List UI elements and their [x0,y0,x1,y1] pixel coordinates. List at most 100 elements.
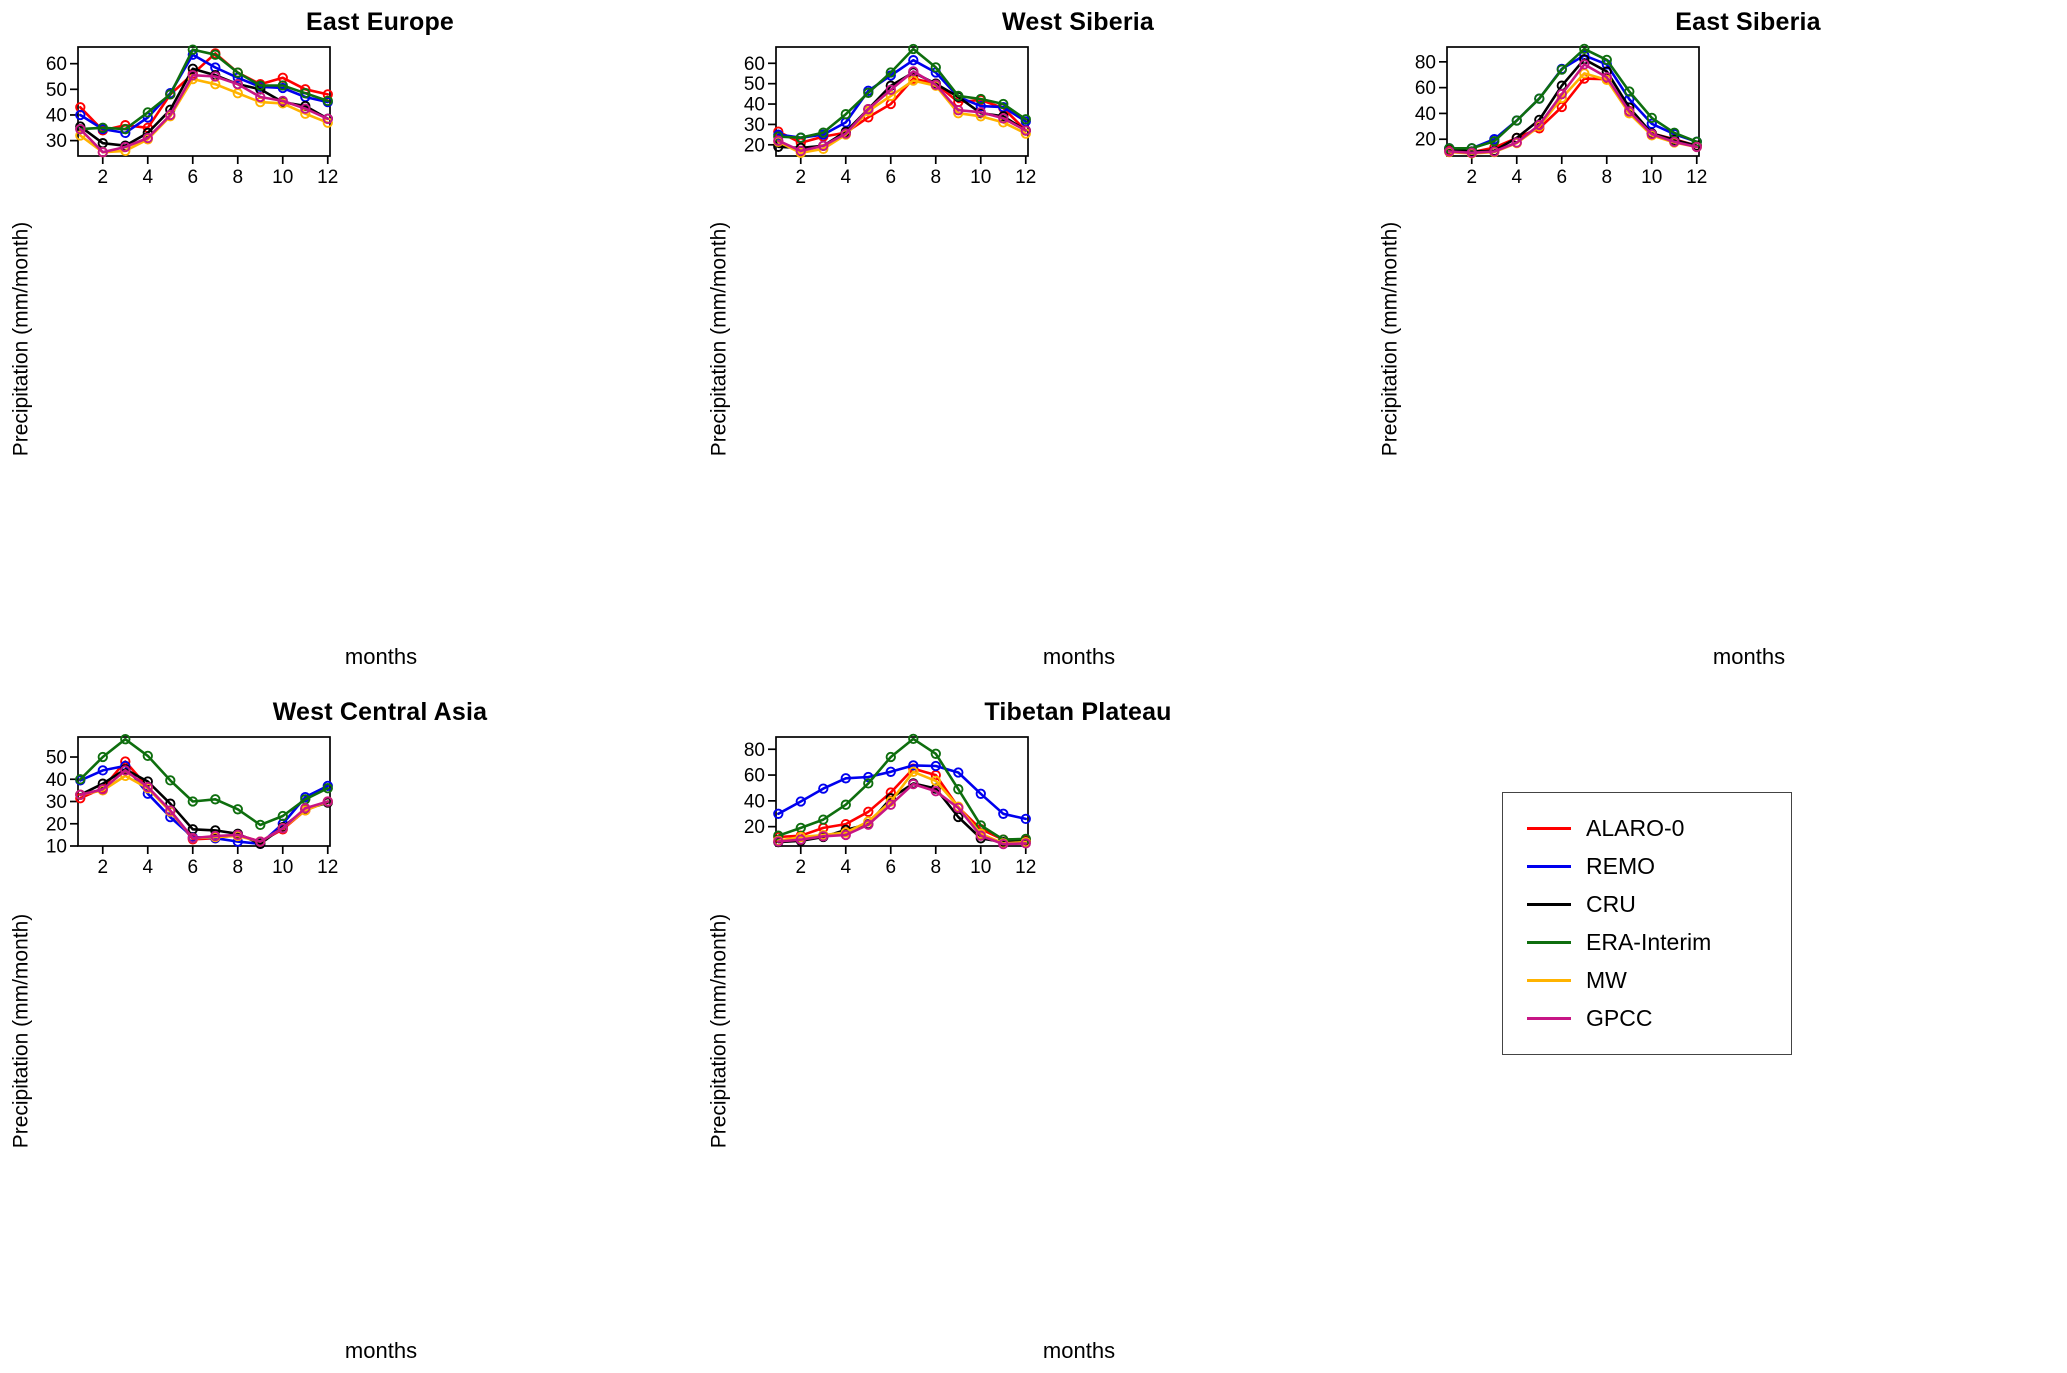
y-axis-label: Precipitation (mm/month) [707,913,731,1149]
svg-text:50: 50 [46,80,67,101]
svg-text:20: 20 [46,814,67,835]
svg-text:30: 30 [46,131,67,152]
svg-text:30: 30 [46,792,67,813]
chart-panel-west-central-asia: West Central Asia Precipitation (mm/mont… [4,694,696,1366]
svg-text:10: 10 [272,167,293,188]
svg-text:40: 40 [46,770,67,791]
legend-line-cru [1527,903,1571,906]
svg-text:10: 10 [272,857,293,878]
svg-text:2: 2 [795,167,806,188]
svg-text:8: 8 [232,167,243,188]
svg-text:50: 50 [46,748,67,769]
chart-panel-tibetan-plateau: Tibetan Plateau Precipitation (mm/month)… [702,694,1394,1366]
y-axis-label-wrap: Precipitation (mm/month) [1373,40,1407,638]
svg-text:6: 6 [885,167,896,188]
legend-line-remo [1527,865,1571,868]
svg-text:6: 6 [1556,167,1567,188]
svg-text:12: 12 [1686,167,1707,188]
svg-text:8: 8 [232,857,243,878]
legend-label: ALARO-0 [1586,815,1685,841]
y-axis-label: Precipitation (mm/month) [9,913,33,1149]
svg-text:60: 60 [744,766,765,787]
legend-line-alaro0 [1527,827,1571,830]
y-axis-label: Precipitation (mm/month) [707,221,731,457]
svg-text:12: 12 [317,857,338,878]
svg-text:60: 60 [1415,78,1436,99]
legend-label: GPCC [1586,1005,1653,1031]
svg-text:2: 2 [97,857,108,878]
svg-text:2: 2 [1466,167,1477,188]
chart-panel-east-siberia: East Siberia Precipitation (mm/month) 2 4… [1373,4,2063,672]
y-axis-label-wrap: Precipitation (mm/month) [4,730,38,1332]
svg-text:4: 4 [142,167,153,188]
svg-text:12: 12 [1015,167,1036,188]
svg-text:12: 12 [317,167,338,188]
legend-line-mw [1527,979,1571,982]
y-axis-label-wrap: Precipitation (mm/month) [4,40,38,638]
svg-text:2: 2 [97,167,108,188]
legend-label: ERA-Interim [1586,929,1712,955]
chart-title-tibetan-plateau: Tibetan Plateau [984,698,1172,726]
x-axis-label: months [344,1338,418,1363]
chart-title-east-siberia: East Siberia [1675,8,1821,36]
svg-text:6: 6 [885,857,896,878]
legend: ALARO-0 REMO CRU ERA-Interim MW GPCC [1502,792,1792,1055]
svg-text:10: 10 [970,167,991,188]
legend-line-gpcc [1527,1017,1571,1020]
plot-area-east-siberia: 2 4 6 8 10 12 20 40 60 80 [1415,43,1707,188]
chart-panel-west-siberia: West Siberia Precipitation (mm/month) 2 4… [702,4,1394,672]
legend-label: REMO [1586,853,1655,879]
svg-text:30: 30 [744,115,765,136]
svg-text:4: 4 [142,857,153,878]
legend-item: ALARO-0 [1527,815,1767,842]
legend-item: GPCC [1527,1005,1767,1032]
svg-text:50: 50 [744,74,765,95]
x-axis-label: months [1042,1338,1116,1363]
svg-text:10: 10 [970,857,991,878]
chart-title-west-siberia: West Siberia [1002,8,1154,36]
legend-item: REMO [1527,853,1767,880]
legend-item: CRU [1527,891,1767,918]
svg-text:10: 10 [1641,167,1662,188]
legend-line-era-interim [1527,941,1571,944]
svg-text:80: 80 [744,740,765,761]
svg-text:4: 4 [840,857,851,878]
svg-text:40: 40 [1415,104,1436,125]
chart-title-west-central-asia: West Central Asia [272,698,488,726]
svg-text:8: 8 [930,167,941,188]
x-axis-label: months [1712,644,1786,669]
plot-area-east-europe: 2 4 6 8 10 12 30 40 50 60 [46,44,338,188]
y-axis-label: Precipitation (mm/month) [1378,221,1402,457]
svg-text:60: 60 [46,54,67,75]
svg-text:20: 20 [1415,130,1436,151]
legend-label: CRU [1586,891,1636,917]
svg-text:8: 8 [1601,167,1612,188]
svg-text:40: 40 [46,105,67,126]
y-axis-label-wrap: Precipitation (mm/month) [702,40,736,638]
chart-title-east-europe: East Europe [305,8,455,36]
legend-item: MW [1527,967,1767,994]
svg-text:60: 60 [744,54,765,75]
svg-text:4: 4 [1511,167,1522,188]
svg-text:12: 12 [1015,857,1036,878]
svg-text:10: 10 [46,837,67,858]
svg-text:8: 8 [930,857,941,878]
legend-item: ERA-Interim [1527,929,1767,956]
y-axis-label-wrap: Precipitation (mm/month) [702,730,736,1332]
y-axis-label: Precipitation (mm/month) [9,221,33,457]
svg-text:2: 2 [795,857,806,878]
x-axis-label: months [1042,644,1116,669]
svg-text:6: 6 [187,857,198,878]
svg-text:20: 20 [744,817,765,838]
svg-text:6: 6 [187,167,198,188]
svg-text:4: 4 [840,167,851,188]
svg-text:20: 20 [744,135,765,156]
x-axis-label: months [344,644,418,669]
legend-label: MW [1586,967,1627,993]
plot-area-tibetan-plateau: 2 4 6 8 10 12 20 40 60 80 [744,733,1036,878]
svg-text:40: 40 [744,791,765,812]
svg-text:80: 80 [1415,52,1436,73]
